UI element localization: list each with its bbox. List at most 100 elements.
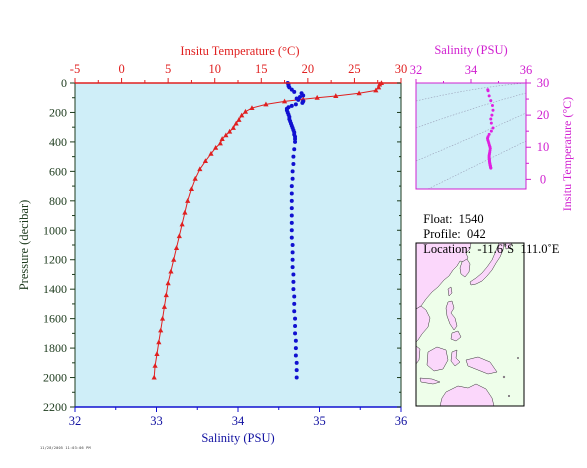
isopycnal-lines: [415, 82, 527, 190]
salinity-point: [301, 93, 306, 98]
temperature-point: [176, 233, 182, 239]
map-land-java: [419, 377, 441, 385]
y-tick-label: 800: [49, 194, 67, 208]
profile-value: 042: [467, 227, 486, 241]
ts-point: [487, 132, 491, 136]
main-profile-plot: 0200400600800100012001400160018002000220…: [17, 44, 407, 445]
x-tick-label: 34: [232, 414, 245, 428]
salinity-point: [294, 360, 299, 365]
salinity-point: [290, 243, 295, 247]
profile-label: Profile:: [423, 227, 461, 241]
temperature-point: [236, 117, 242, 122]
temperature-point: [376, 84, 382, 90]
temperature-point: [373, 87, 379, 93]
temperature-series: [151, 80, 385, 380]
temperature-point: [356, 90, 362, 96]
salinity-point: [293, 338, 298, 343]
salinity-point: [292, 147, 297, 152]
location-map: [415, 242, 525, 407]
temperature-point: [173, 245, 180, 250]
isopycnal-line: [415, 112, 527, 162]
ts-point: [490, 103, 494, 107]
map-land-sulawesi: [450, 349, 461, 367]
salinity-point: [291, 279, 296, 284]
y-tick-label: 1800: [43, 341, 67, 355]
salinity-point: [290, 257, 295, 262]
salinity-point: [293, 346, 298, 351]
temperature-point: [239, 112, 245, 118]
salinity-point: [291, 154, 296, 159]
x2-tick-label: 10: [208, 62, 221, 76]
salinity-point: [290, 250, 295, 255]
salinity-point: [290, 265, 295, 270]
ts-y-tick-label: 20: [537, 108, 550, 122]
map-land-new-guinea: [465, 356, 498, 375]
main-plot-background: [75, 83, 401, 407]
x2-tick-label: 30: [395, 62, 408, 76]
map-land-korea: [459, 258, 471, 278]
temperature-point: [158, 327, 164, 333]
location-value: -11.6˚S 111.0˚E: [477, 242, 560, 256]
temperature-point: [151, 374, 157, 380]
footer-stamp: 11/28/2005 11:03:06 PM: [40, 446, 91, 450]
salinity-point: [293, 324, 298, 328]
map-island: [517, 357, 519, 359]
x-tick-label: 35: [313, 414, 326, 428]
temperature-point: [314, 94, 320, 100]
ts-y-axis-title: Insitu Temperature (°C): [560, 97, 574, 211]
isopycnal-line: [415, 92, 527, 129]
x2-tick-label: 15: [255, 62, 268, 76]
salinity-point: [289, 235, 294, 240]
salinity-point: [293, 353, 298, 358]
salinity-point: [291, 162, 296, 166]
temperature-point: [281, 98, 288, 104]
map-land-philippines: [445, 300, 458, 331]
ts-point: [489, 121, 493, 125]
map-island: [502, 375, 506, 379]
salinity-point: [290, 169, 295, 174]
temperature-point: [263, 101, 269, 107]
ts-y-tick-label: 10: [537, 140, 550, 154]
salinity-point: [292, 309, 297, 314]
salinity-point: [294, 375, 299, 380]
x2-tick-label: 25: [348, 62, 361, 76]
temperature-point: [208, 150, 214, 156]
temperature-point: [182, 209, 188, 215]
y-tick-label: 600: [49, 164, 67, 178]
temperature-point: [217, 140, 223, 146]
float-value: 1540: [458, 212, 484, 226]
salinity-point: [289, 213, 294, 218]
ts-y-tick-label: 30: [537, 76, 550, 90]
ts-series: [486, 88, 495, 170]
salinity-point: [289, 198, 294, 203]
ts-x-tick-label: 32: [410, 63, 423, 77]
temperature-point: [227, 128, 233, 134]
temperature-point: [219, 136, 225, 141]
profile-info: Profile: 042: [417, 212, 486, 242]
x2-tick-label: 20: [302, 62, 315, 76]
y-tick-label: 200: [49, 105, 67, 119]
map-frame: [415, 242, 525, 407]
salinity-point: [292, 89, 297, 94]
temperature-point: [213, 145, 219, 150]
temperature-point: [249, 105, 255, 111]
temperature-point: [161, 304, 168, 309]
float-label: Float:: [423, 212, 453, 226]
x2-tick-label: -5: [70, 62, 80, 76]
isopycnal-line: [427, 140, 527, 190]
ts-point: [491, 108, 495, 112]
temperature-point: [152, 362, 158, 368]
y-tick-label: 1200: [43, 253, 67, 267]
map-land-mindanao: [450, 330, 462, 342]
salinity-series: [284, 81, 306, 380]
salinity-point: [289, 191, 294, 196]
y-axis-title: Pressure (decibar): [17, 200, 31, 291]
x-tick-label: 36: [395, 414, 408, 428]
map-land-asia: [415, 242, 472, 310]
x2-tick-label: 5: [165, 62, 171, 76]
temperature-point: [159, 315, 166, 321]
temperature-point: [185, 198, 191, 203]
x-tick-label: 32: [69, 414, 82, 428]
salinity-point: [289, 103, 294, 108]
y-tick-label: 2200: [43, 400, 67, 414]
